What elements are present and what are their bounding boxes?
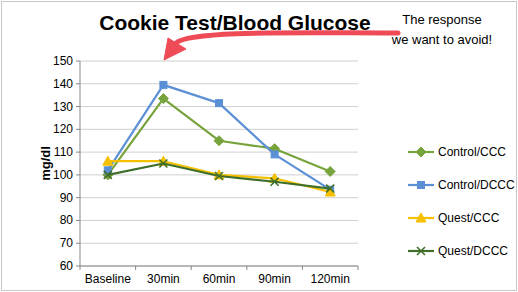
data-point xyxy=(271,178,279,186)
tick-label: 120min xyxy=(311,272,350,286)
data-point xyxy=(159,160,167,168)
series-line xyxy=(108,99,330,175)
series-line xyxy=(108,161,330,192)
series-group xyxy=(103,81,335,196)
annotation-arrow xyxy=(176,33,398,43)
tick-mark xyxy=(76,83,80,84)
grid-line xyxy=(80,152,358,153)
tick-mark xyxy=(76,266,80,267)
legend-marker xyxy=(416,147,426,157)
annotation-arrowhead xyxy=(164,38,186,60)
data-point xyxy=(216,100,223,107)
grid-line xyxy=(80,266,358,267)
tick-mark xyxy=(76,61,80,62)
grid-line xyxy=(80,61,358,62)
data-point xyxy=(326,185,334,193)
tick-label: 110 xyxy=(54,145,73,159)
grid-line xyxy=(80,83,358,84)
data-point xyxy=(104,171,112,179)
data-point xyxy=(103,156,113,165)
legend-label: Control/CCC xyxy=(438,145,506,159)
tick-label: 90min xyxy=(258,272,291,286)
tick-label: 130 xyxy=(53,100,73,114)
legend-marker xyxy=(416,213,426,222)
series-line xyxy=(108,164,330,189)
data-point xyxy=(158,94,168,104)
tick-label: 60 xyxy=(60,259,74,273)
tick-mark xyxy=(246,266,247,270)
x-axis xyxy=(80,266,358,267)
tick-mark xyxy=(76,129,80,130)
tick-label: 70 xyxy=(60,236,74,250)
data-point xyxy=(325,166,335,176)
grid-line xyxy=(80,243,358,244)
legend-label: Quest/CCC xyxy=(438,211,500,225)
tick-label: 60min xyxy=(203,272,236,286)
tick-mark xyxy=(80,266,81,270)
tick-label: 150 xyxy=(53,54,73,68)
grid-line xyxy=(80,197,358,198)
tick-mark xyxy=(76,106,80,107)
series-line xyxy=(108,85,330,190)
data-point xyxy=(215,172,223,180)
legend: Control/CCC Control/DCCC Quest/CCC Quest/DC… xyxy=(408,145,515,258)
axis-label: mg/dl xyxy=(38,146,53,181)
tick-label: 120 xyxy=(53,122,73,136)
data-point xyxy=(214,136,224,146)
chart-border xyxy=(2,2,517,291)
tick-mark xyxy=(76,243,80,244)
y-axis xyxy=(80,61,81,266)
legend-label: Quest/DCCC xyxy=(438,244,508,258)
legend-label: Control/DCCC xyxy=(438,178,515,192)
chart: Cookie Test/Blood Glucose607080901001101… xyxy=(0,0,518,292)
grid-line xyxy=(80,129,358,130)
annotation: we want to avoid! xyxy=(391,32,492,47)
tick-mark xyxy=(358,266,359,270)
legend-marker xyxy=(418,182,425,189)
grid-line xyxy=(80,220,358,221)
tick-mark xyxy=(191,266,192,270)
legend-marker xyxy=(417,247,425,255)
tick-label: Baseline xyxy=(85,272,131,286)
tick-mark xyxy=(76,220,80,221)
tick-mark xyxy=(76,197,80,198)
data-point xyxy=(271,151,278,158)
tick-mark xyxy=(76,174,80,175)
annotation: The response xyxy=(402,12,482,27)
tick-mark xyxy=(302,266,303,270)
tick-label: 90 xyxy=(60,191,74,205)
tick-mark xyxy=(135,266,136,270)
tick-label: 140 xyxy=(53,77,73,91)
tick-label: 30min xyxy=(147,272,180,286)
tick-label: 80 xyxy=(60,213,74,227)
tick-label: 100 xyxy=(53,168,73,182)
data-point xyxy=(160,81,167,88)
tick-mark xyxy=(76,152,80,153)
